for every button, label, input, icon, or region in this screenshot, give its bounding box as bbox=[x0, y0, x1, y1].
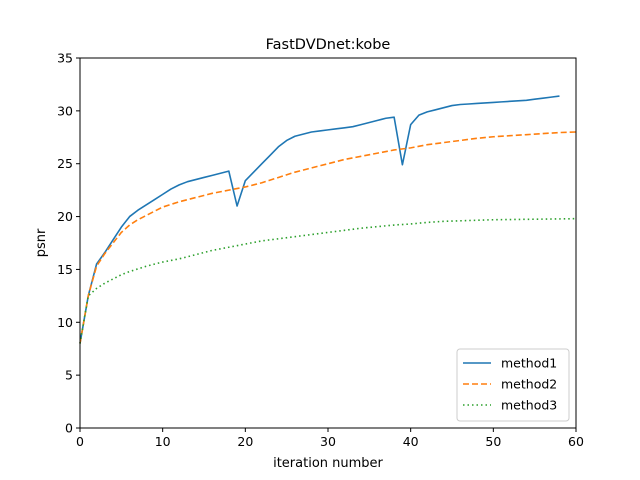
x-tick-label: 10 bbox=[155, 434, 171, 449]
y-tick-label: 35 bbox=[57, 51, 73, 66]
legend-label-method2: method2 bbox=[501, 377, 557, 392]
y-tick-label: 5 bbox=[65, 368, 73, 383]
plot-area bbox=[79, 95, 577, 344]
series-line-method1 bbox=[79, 95, 560, 344]
y-tick-label: 30 bbox=[57, 103, 73, 118]
x-axis-label: iteration number bbox=[273, 456, 383, 471]
legend: method1 method2 method3 bbox=[456, 348, 570, 422]
y-axis-label: psnr bbox=[34, 228, 49, 257]
x-tick-label: 50 bbox=[485, 434, 501, 449]
x-tick-label: 60 bbox=[568, 434, 584, 449]
legend-frame bbox=[456, 348, 570, 422]
y-axis: 0 5 10 15 20 25 30 35 bbox=[57, 51, 80, 436]
y-tick-label: 10 bbox=[57, 315, 73, 330]
y-tick-label: 0 bbox=[65, 421, 73, 436]
y-tick-label: 25 bbox=[57, 156, 73, 171]
axes-frame bbox=[79, 57, 577, 429]
y-tick-label: 15 bbox=[57, 262, 73, 277]
x-tick-label: 30 bbox=[320, 434, 336, 449]
legend-label-method3: method3 bbox=[501, 398, 557, 413]
x-tick-label: 0 bbox=[76, 434, 84, 449]
legend-label-method1: method1 bbox=[501, 356, 557, 371]
y-tick-label: 20 bbox=[57, 209, 73, 224]
x-tick-label: 20 bbox=[237, 434, 253, 449]
series-line-method3 bbox=[79, 217, 577, 344]
chart-title: FastDVDnet:kobe bbox=[266, 37, 391, 53]
x-axis: 0 10 20 30 40 50 60 bbox=[76, 428, 584, 449]
series-line-method2 bbox=[79, 131, 577, 344]
x-tick-label: 40 bbox=[403, 434, 419, 449]
